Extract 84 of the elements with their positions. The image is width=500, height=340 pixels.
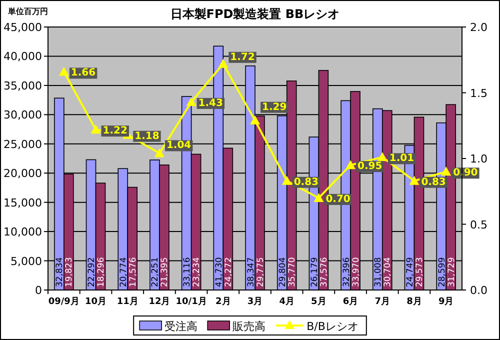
data-label: 41,730 bbox=[214, 257, 224, 287]
point bbox=[250, 115, 260, 124]
x-tick-label: 4月 bbox=[279, 296, 294, 307]
y2-tick-label: 0.0 bbox=[470, 284, 488, 297]
x-tick-label: 3月 bbox=[247, 296, 263, 307]
y2-tick-label: 0.5 bbox=[470, 218, 488, 232]
legend-label: B/Bレシオ bbox=[306, 320, 358, 333]
point bbox=[154, 148, 164, 158]
x-tick-label: 11月 bbox=[116, 296, 138, 307]
data-label: 32,396 bbox=[342, 257, 352, 287]
data-label: 1.43 bbox=[198, 98, 224, 109]
data-label: 17,576 bbox=[128, 257, 138, 287]
x-tick-label: 6月 bbox=[342, 296, 358, 307]
chart-title: 日本製FPD製造装置 BBレシオ bbox=[170, 7, 340, 21]
point bbox=[314, 192, 324, 202]
legend-label: 販売高 bbox=[232, 320, 266, 333]
x-tick-label: 8月 bbox=[406, 296, 422, 307]
y-tick-label: 30,000 bbox=[4, 108, 42, 122]
data-label: 0.83 bbox=[294, 176, 319, 188]
data-label: 24,272 bbox=[224, 257, 234, 287]
data-label: 30,704 bbox=[383, 257, 394, 287]
data-label: 23,234 bbox=[192, 257, 202, 287]
y-tick-label: 15,000 bbox=[4, 196, 42, 210]
y-tick-label: 20,000 bbox=[4, 167, 42, 180]
data-label: 18,296 bbox=[96, 257, 107, 287]
data-label: 33,970 bbox=[351, 257, 362, 287]
legend-label: 受注高 bbox=[164, 320, 198, 333]
point bbox=[377, 152, 388, 162]
data-label: 1.18 bbox=[134, 130, 160, 142]
point bbox=[58, 66, 69, 76]
x-tick-label: 10月 bbox=[85, 296, 107, 307]
data-label: 24,749 bbox=[405, 257, 416, 287]
data-label: 37,576 bbox=[319, 257, 330, 287]
data-label: 1.01 bbox=[389, 153, 414, 164]
data-label: 1.04 bbox=[166, 140, 192, 152]
y-tick-label: 10,000 bbox=[4, 226, 42, 239]
data-label: 29,573 bbox=[414, 257, 425, 287]
x-tick-label: 9月 bbox=[438, 296, 454, 307]
data-label: 0.90 bbox=[453, 168, 478, 179]
data-label: 0.70 bbox=[326, 194, 350, 205]
data-label: 33,116 bbox=[182, 257, 193, 287]
data-label: 1.22 bbox=[102, 126, 128, 137]
data-label: 26,179 bbox=[310, 257, 320, 287]
y-tick-label: 35,000 bbox=[4, 79, 42, 92]
data-label: 22,292 bbox=[87, 257, 98, 287]
text: 単位百万円 bbox=[7, 7, 48, 16]
data-label: 21,395 bbox=[160, 257, 170, 287]
y-tick-label: 25,000 bbox=[4, 138, 42, 151]
y2-tick-label: 2.0 bbox=[470, 21, 488, 34]
x-tick-label: 5月 bbox=[311, 296, 326, 307]
data-label: 1.29 bbox=[262, 102, 287, 113]
data-label: 19,823 bbox=[64, 257, 75, 287]
data-label: 35,770 bbox=[288, 257, 298, 287]
data-label: 22,251 bbox=[150, 257, 161, 287]
point bbox=[218, 58, 228, 68]
point bbox=[90, 124, 101, 134]
x-tick-label: 2月 bbox=[216, 296, 231, 307]
data-label: 31,729 bbox=[446, 257, 457, 287]
data-label: 38,347 bbox=[246, 257, 256, 287]
point bbox=[186, 96, 196, 106]
data-label: 28,599 bbox=[437, 257, 448, 287]
point bbox=[441, 166, 452, 176]
point bbox=[346, 160, 356, 170]
data-label: 0.83 bbox=[421, 176, 446, 188]
y-tick-label: 0 bbox=[35, 284, 42, 297]
x-tick-label: 10/1月 bbox=[176, 296, 207, 307]
y-tick-label: 5,000 bbox=[10, 254, 42, 268]
y2-tick-label: 1.5 bbox=[470, 86, 488, 100]
data-label: 1.66 bbox=[70, 68, 96, 79]
data-label: 32,834 bbox=[55, 257, 66, 287]
y2-tick-label: 1.0 bbox=[470, 152, 488, 166]
data-label: 1.72 bbox=[230, 52, 255, 63]
y-tick-label: 40,000 bbox=[4, 50, 42, 64]
data-label: 31,008 bbox=[374, 257, 384, 287]
y-tick-label: 45,000 bbox=[4, 21, 42, 34]
data-label: 29,804 bbox=[278, 257, 288, 287]
point bbox=[409, 176, 420, 185]
data-label: 0.95 bbox=[358, 161, 382, 172]
data-label: 29,775 bbox=[256, 257, 266, 287]
x-tick-label: 7月 bbox=[374, 296, 390, 307]
x-tick-label: 12月 bbox=[148, 296, 170, 307]
x-tick-label: 09/9月 bbox=[48, 296, 80, 307]
data-label: 20,774 bbox=[118, 257, 129, 287]
point bbox=[282, 176, 292, 185]
